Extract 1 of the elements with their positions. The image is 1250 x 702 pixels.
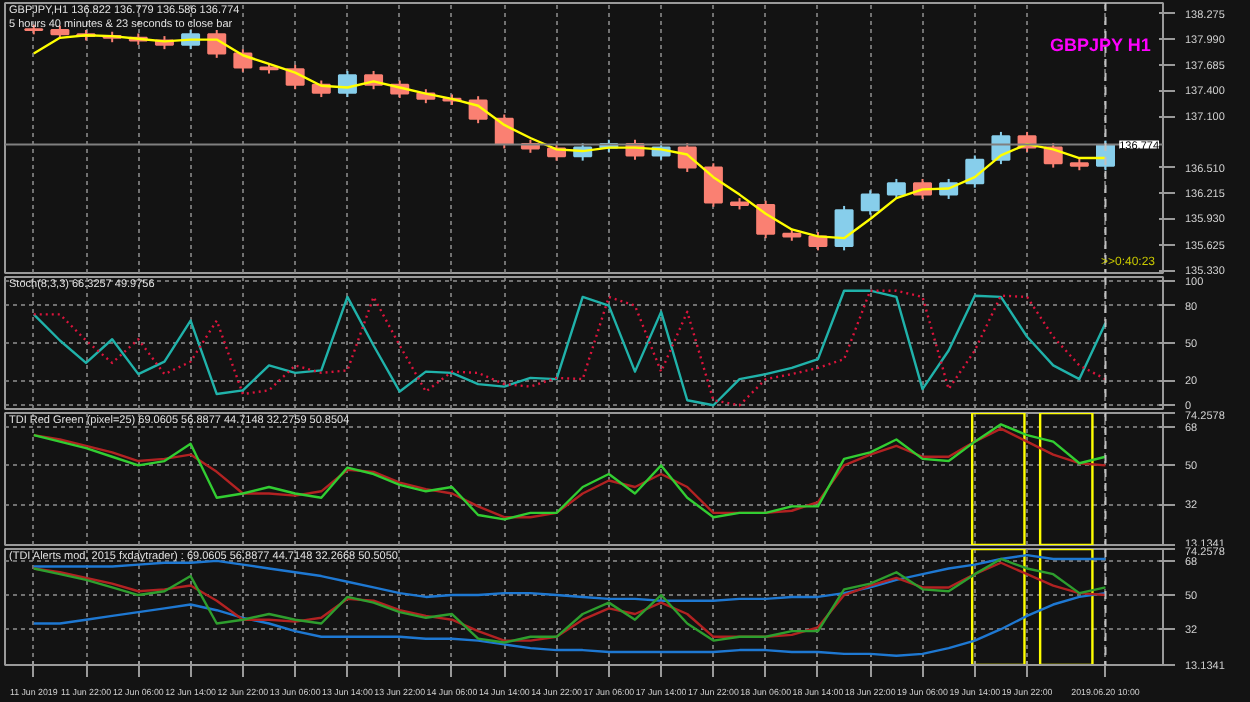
text: GBPJPY H1 [1049, 35, 1151, 55]
